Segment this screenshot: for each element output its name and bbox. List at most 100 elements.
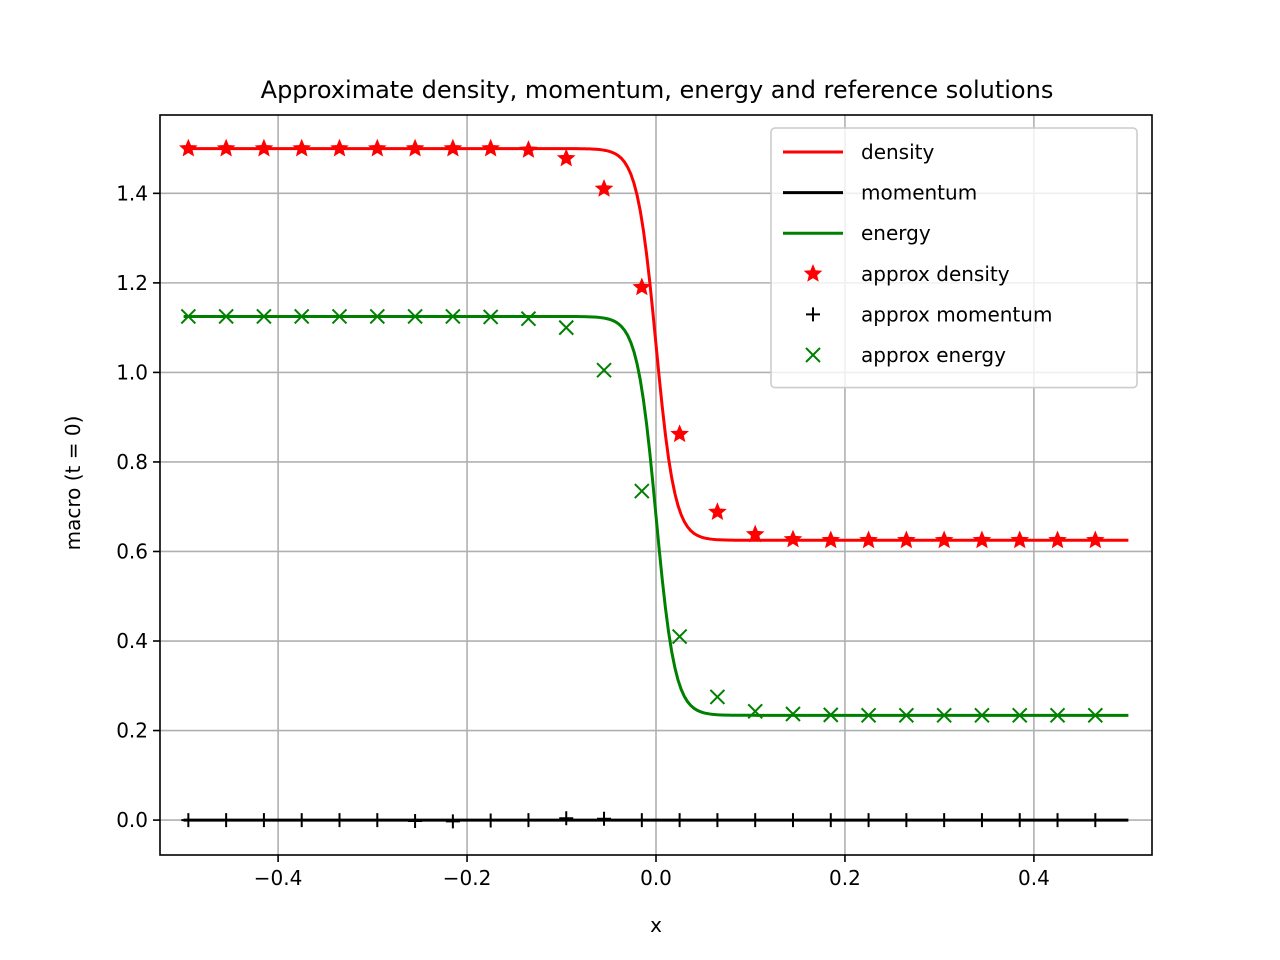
approx-momentum-marker xyxy=(483,813,498,828)
approx-momentum-marker xyxy=(672,813,687,828)
approx-density-marker xyxy=(405,138,425,157)
approx-momentum-marker xyxy=(785,813,800,828)
approx-density-marker xyxy=(1085,530,1105,549)
legend-label-density: density xyxy=(861,140,934,164)
approx-momentum-marker xyxy=(521,813,536,828)
approx-momentum-marker xyxy=(634,813,649,828)
approx-density-marker xyxy=(632,277,652,296)
x-tick-label: 0.4 xyxy=(1018,866,1050,890)
approx-momentum-marker xyxy=(370,813,385,828)
approx-energy-marker xyxy=(747,703,763,720)
approx-density-marker xyxy=(934,530,954,549)
approx-momentum-marker xyxy=(899,813,914,828)
y-axis-ticks: 0.0 0.2 0.4 0.6 0.8 1.0 1.2 1.4 xyxy=(116,181,160,832)
y-tick-label: 0.0 xyxy=(116,808,148,832)
approx-energy-marker xyxy=(1087,707,1104,724)
approx-energy-marker xyxy=(180,308,197,325)
approx-momentum-marker xyxy=(597,811,612,826)
approx-density-marker xyxy=(443,138,463,157)
approx-energy-marker xyxy=(785,706,801,722)
x-axis-ticks: −0.4 −0.2 0.0 0.2 0.4 xyxy=(254,855,1050,890)
approx-energy-marker xyxy=(634,483,650,499)
legend-label-energy: energy xyxy=(861,221,931,245)
approx-density-marker xyxy=(821,530,841,549)
y-axis-label: macro (t = 0) xyxy=(61,416,85,551)
x-axis-label: x xyxy=(650,913,662,937)
approx-energy-marker xyxy=(369,308,386,325)
approx-density-marker xyxy=(1010,530,1030,549)
approx-energy-marker xyxy=(1012,707,1028,724)
approx-energy-marker xyxy=(974,707,990,724)
approx-density-marker xyxy=(179,138,198,157)
approx-energy-marker xyxy=(256,308,272,325)
x-tick-label: −0.4 xyxy=(254,866,303,890)
y-tick-label: 0.4 xyxy=(116,629,148,653)
approx-density-marker xyxy=(481,138,500,157)
y-tick-label: 0.2 xyxy=(116,719,148,743)
approx-momentum-marker xyxy=(861,813,876,828)
legend-label-momentum: momentum xyxy=(861,181,977,205)
approx-density-marker xyxy=(556,148,576,167)
approx-momentum-marker xyxy=(408,813,423,828)
approx-energy-marker xyxy=(898,707,915,724)
y-tick-label: 1.0 xyxy=(116,360,148,384)
x-tick-label: 0.0 xyxy=(640,866,672,890)
approx-density-marker xyxy=(216,138,236,157)
legend-swatch-approx-density xyxy=(803,263,823,282)
approx-density-marker xyxy=(330,138,349,157)
chart-title: Approximate density, momentum, energy an… xyxy=(261,76,1054,104)
y-tick-label: 1.2 xyxy=(116,271,148,295)
approx-energy-marker xyxy=(860,707,877,724)
approx-density-marker xyxy=(367,138,387,157)
series-markers xyxy=(179,138,1105,829)
approx-energy-marker xyxy=(1049,707,1066,724)
approx-density-marker xyxy=(1048,530,1067,549)
y-tick-label: 1.4 xyxy=(116,181,148,205)
approx-momentum-marker xyxy=(937,813,952,828)
series-line-energy xyxy=(183,314,1129,717)
approx-density-marker xyxy=(708,502,727,521)
y-tick-label: 0.8 xyxy=(116,450,148,474)
approx-energy-marker xyxy=(520,310,537,327)
approx-energy-marker xyxy=(482,309,499,325)
x-tick-label: 0.2 xyxy=(829,866,861,890)
approx-momentum-marker xyxy=(823,813,838,828)
approx-energy-marker xyxy=(823,707,839,723)
approx-density-marker xyxy=(670,424,689,443)
legend-swatch-approx-momentum xyxy=(806,307,820,322)
approx-energy-marker xyxy=(671,628,688,645)
approx-energy-marker xyxy=(331,308,348,325)
y-tick-label: 0.6 xyxy=(116,539,148,563)
approx-density-marker xyxy=(745,524,765,543)
approx-momentum-marker xyxy=(1088,813,1103,828)
approx-momentum-marker xyxy=(256,813,271,828)
approx-energy-marker xyxy=(936,707,952,724)
approx-density-marker xyxy=(519,140,538,158)
approx-momentum-marker xyxy=(445,814,460,829)
approx-density-marker xyxy=(594,179,614,197)
legend-box xyxy=(770,127,1138,389)
approx-momentum-marker xyxy=(332,813,347,828)
approx-momentum-marker xyxy=(1050,813,1065,828)
approx-momentum-marker xyxy=(710,813,725,828)
legend-label-approx-density: approx density xyxy=(861,262,1010,286)
approx-energy-marker xyxy=(294,308,310,325)
legend: density momentum energy approx density appro… xyxy=(770,127,1138,389)
approx-momentum-marker xyxy=(294,813,309,828)
approx-momentum-marker xyxy=(559,811,574,826)
approx-energy-marker xyxy=(596,362,612,378)
approx-momentum-marker xyxy=(748,813,763,828)
approx-density-marker xyxy=(254,138,274,157)
legend-label-approx-momentum: approx momentum xyxy=(861,302,1052,326)
approx-density-marker xyxy=(859,530,878,549)
approx-density-marker xyxy=(783,529,803,548)
legend-swatch-approx-energy xyxy=(805,347,821,363)
legend-label-approx-energy: approx energy xyxy=(861,343,1006,367)
approx-momentum-marker xyxy=(181,813,196,828)
approx-density-marker xyxy=(292,138,312,157)
approx-energy-marker xyxy=(445,308,461,325)
approx-momentum-marker xyxy=(219,813,234,828)
approx-momentum-marker xyxy=(974,813,989,828)
approx-energy-marker xyxy=(709,689,726,705)
